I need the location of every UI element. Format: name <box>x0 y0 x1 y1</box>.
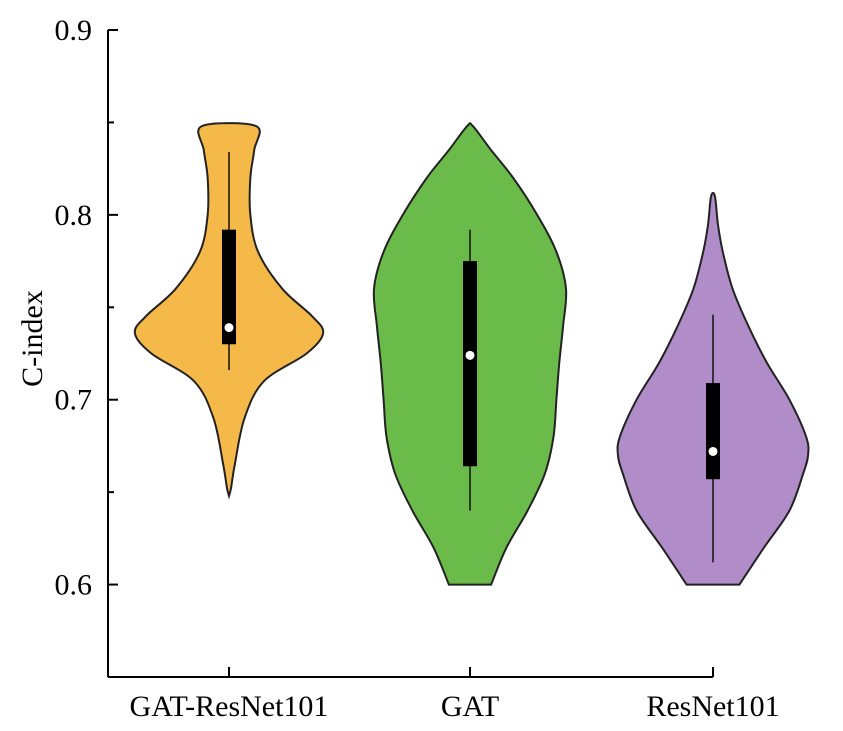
y-tick-label: 0.7 <box>55 384 93 417</box>
y-tick-label: 0.6 <box>55 569 93 602</box>
y-ticks: 0.6 0.7 0.8 0.9 <box>55 14 118 602</box>
violin-iqr-box-1 <box>463 261 477 467</box>
y-tick-label: 0.8 <box>55 199 93 232</box>
violin-median-0 <box>224 323 234 333</box>
violin-median-1 <box>465 350 475 360</box>
x-tick-label: ResNet101 <box>646 690 779 723</box>
y-axis-title: C-index <box>16 290 49 387</box>
violins-layer <box>133 122 810 586</box>
x-ticks: GAT-ResNet101 GAT ResNet101 <box>130 667 780 723</box>
violin-median-2 <box>708 446 718 456</box>
x-tick-label: GAT-ResNet101 <box>130 690 329 723</box>
x-tick-label: GAT <box>441 690 499 723</box>
violin-iqr-box-0 <box>222 229 236 345</box>
violin-iqr-box-2 <box>706 383 720 480</box>
axes-layer <box>107 30 713 678</box>
y-tick-label: 0.9 <box>55 14 93 47</box>
